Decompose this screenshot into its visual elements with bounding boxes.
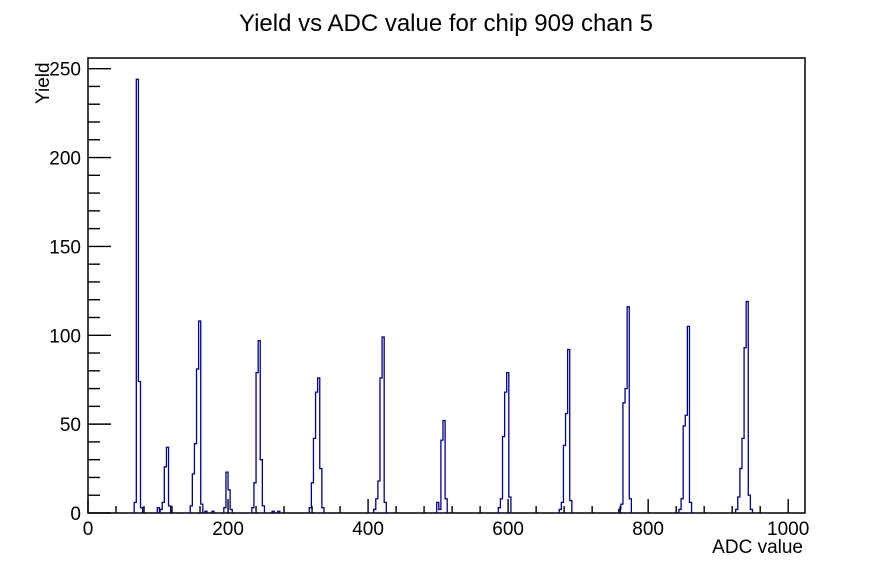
histogram-peak (558, 348, 573, 513)
axis-tick-labels: 0 200 400 600 800 1000 0 50 100 150 200 250 (49, 60, 809, 540)
histogram-peak (156, 507, 161, 513)
histogram-peak (211, 510, 215, 513)
histogram-peak (251, 339, 266, 513)
plot-title: Yield vs ADC value for chip 909 chan 5 (239, 10, 653, 37)
histogram-peak (497, 371, 512, 513)
histogram-peak (308, 377, 325, 513)
histogram-peak (373, 336, 387, 513)
x-tick-label: 1000 (767, 519, 809, 540)
plot-frame (87, 57, 806, 514)
histogram-series (133, 78, 754, 513)
y-tick-label: 0 (70, 504, 81, 525)
x-axis-title: ADC value (712, 537, 803, 558)
histogram-peak (223, 471, 233, 513)
histogram-peak (735, 300, 754, 513)
histogram-peak (618, 306, 632, 513)
histogram-peak (133, 78, 144, 513)
x-tick-label: 800 (632, 519, 664, 540)
histogram-peak (436, 419, 448, 513)
x-tick-label: 200 (212, 519, 244, 540)
y-axis-title: Yield (33, 62, 54, 104)
x-tick-label: 400 (352, 519, 384, 540)
histogram-peak (678, 325, 693, 513)
axis-ticks (87, 67, 789, 514)
histogram-peak (189, 320, 204, 513)
histogram-peak (204, 510, 208, 513)
y-tick-label: 150 (49, 237, 81, 258)
histogram-peak (159, 446, 172, 513)
y-tick-label: 50 (60, 415, 81, 436)
x-tick-label: 600 (492, 519, 524, 540)
histogram-peak (271, 510, 275, 513)
y-tick-label: 100 (49, 326, 81, 347)
y-tick-label: 250 (49, 60, 81, 81)
x-tick-label: 0 (83, 519, 94, 540)
histogram-peak (277, 510, 281, 513)
frame-rect (87, 57, 806, 514)
y-tick-label: 200 (49, 149, 81, 170)
